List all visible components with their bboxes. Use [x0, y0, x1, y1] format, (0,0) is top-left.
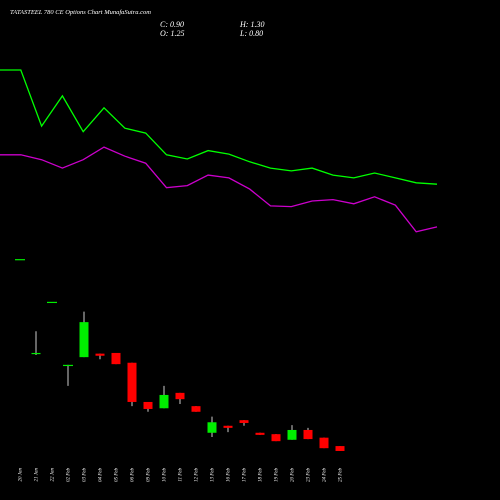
x-tick-label: 02 Feb [67, 468, 72, 483]
x-tick-label: 17 Feb [243, 468, 248, 483]
candle-body [287, 429, 297, 440]
candle-body [319, 437, 329, 449]
x-tick-label: 25 Feb [339, 468, 344, 483]
candle-body [63, 364, 73, 367]
candle-body [95, 353, 105, 356]
candle-body [223, 425, 233, 428]
x-tick-label: 20 Jan [19, 468, 24, 482]
line-series [0, 69, 438, 185]
x-tick-label: 10 Feb [163, 468, 168, 483]
candle-body [335, 446, 345, 451]
x-tick-label: 22 Jan [51, 468, 56, 482]
x-tick-label: 23 Feb [307, 468, 312, 483]
x-tick-label: 09 Feb [147, 468, 152, 483]
candle-body [159, 394, 169, 409]
candle-body [175, 392, 185, 400]
candle-body [111, 352, 121, 365]
x-tick-label: 04 Feb [99, 468, 104, 483]
x-tick-label: 19 Feb [275, 468, 280, 483]
candle-body [79, 322, 89, 358]
x-tick-label: 06 Feb [131, 468, 136, 483]
candle-body [143, 401, 153, 409]
candle-body [255, 432, 265, 435]
header-open: O: 1.25 [160, 29, 184, 38]
x-tick-label: 24 Feb [323, 468, 328, 483]
x-tick-label: 12 Feb [195, 468, 200, 483]
x-tick-label: 18 Feb [259, 468, 264, 483]
x-tick-label: 21 Jan [35, 468, 40, 482]
x-tick-label: 11 Feb [179, 468, 184, 482]
candle-body [127, 362, 137, 402]
candle-body [15, 259, 25, 261]
candle-body [239, 420, 249, 423]
candle-body [47, 301, 57, 304]
x-tick-label: 16 Feb [227, 468, 232, 483]
candle-body [271, 434, 281, 442]
header-close: C: 0.90 [160, 20, 184, 29]
x-tick-label: 05 Feb [115, 468, 120, 483]
header-low: L: 0.80 [239, 29, 263, 38]
x-tick-label: 13 Feb [211, 468, 216, 483]
x-tick-label: 03 Feb [83, 468, 88, 483]
chart-title: TATASTEEL 780 CE Options Chart MunafaSut… [10, 9, 151, 16]
line-series [0, 146, 438, 233]
candle-body [303, 429, 313, 440]
candle-body [31, 352, 41, 355]
candle-body [207, 422, 217, 433]
candle-body [191, 406, 201, 412]
header-high: H: 1.30 [239, 20, 264, 29]
x-tick-label: 20 Feb [291, 468, 296, 483]
